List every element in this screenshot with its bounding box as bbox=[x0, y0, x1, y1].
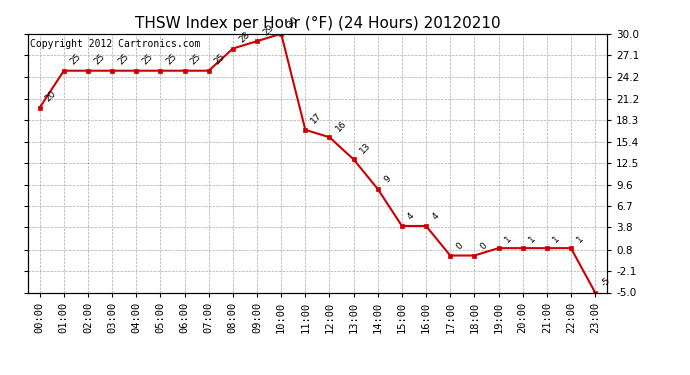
Title: THSW Index per Hour (°F) (24 Hours) 20120210: THSW Index per Hour (°F) (24 Hours) 2012… bbox=[135, 16, 500, 31]
Text: 4: 4 bbox=[431, 211, 441, 222]
Text: 16: 16 bbox=[334, 118, 348, 133]
Text: 4: 4 bbox=[406, 211, 417, 222]
Text: 25: 25 bbox=[117, 52, 130, 66]
Text: 25: 25 bbox=[68, 52, 82, 66]
Text: 25: 25 bbox=[141, 52, 155, 66]
Text: 25: 25 bbox=[92, 52, 106, 66]
Text: 1: 1 bbox=[527, 234, 538, 244]
Text: 0: 0 bbox=[479, 241, 489, 251]
Text: 1: 1 bbox=[503, 234, 513, 244]
Text: 9: 9 bbox=[382, 174, 393, 185]
Text: Copyright 2012 Cartronics.com: Copyright 2012 Cartronics.com bbox=[30, 39, 201, 49]
Text: 25: 25 bbox=[213, 52, 227, 66]
Text: 13: 13 bbox=[358, 141, 373, 155]
Text: 29: 29 bbox=[262, 22, 275, 37]
Text: -5: -5 bbox=[600, 276, 612, 288]
Text: 1: 1 bbox=[575, 234, 586, 244]
Text: 28: 28 bbox=[237, 30, 251, 44]
Text: 17: 17 bbox=[310, 111, 324, 126]
Text: 20: 20 bbox=[44, 89, 58, 104]
Text: 25: 25 bbox=[189, 52, 203, 66]
Text: 25: 25 bbox=[165, 52, 179, 66]
Text: 1: 1 bbox=[551, 234, 562, 244]
Text: 30: 30 bbox=[286, 15, 300, 30]
Text: 0: 0 bbox=[455, 241, 465, 251]
